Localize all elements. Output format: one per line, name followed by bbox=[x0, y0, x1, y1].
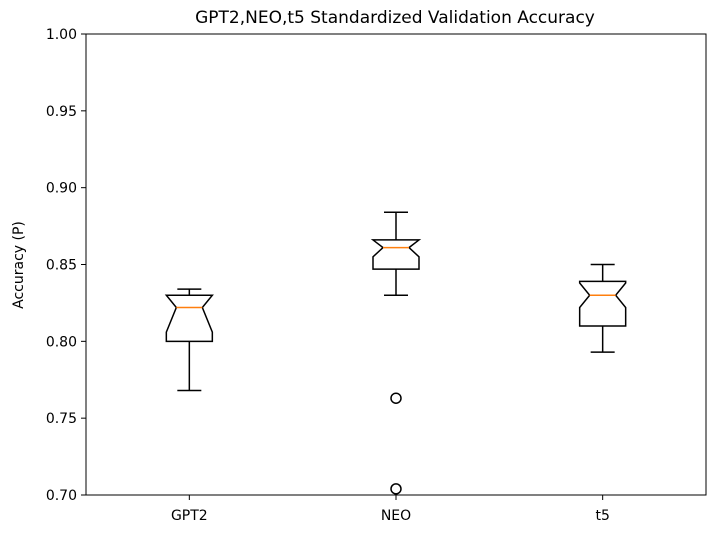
y-tick-label: 1.00 bbox=[46, 27, 77, 43]
y-tick-label: 0.85 bbox=[46, 258, 77, 274]
y-tick-label: 0.90 bbox=[46, 181, 77, 197]
box-body bbox=[370, 239, 422, 270]
y-tick-label: 0.75 bbox=[46, 411, 77, 427]
box-body bbox=[164, 294, 214, 343]
y-tick-label: 0.80 bbox=[46, 334, 77, 350]
outlier-point bbox=[390, 483, 402, 495]
x-tick-label: t5 bbox=[595, 508, 609, 524]
x-tick-label: GPT2 bbox=[171, 508, 208, 524]
y-tick-label: 0.70 bbox=[46, 488, 77, 504]
x-tick-label: NEO bbox=[381, 508, 411, 524]
outlier-point bbox=[390, 392, 402, 404]
plot-area: 0.70 0.75 0.80 0.85 0.90 0.95 1.00 GPT2 NEO t5 bbox=[46, 27, 707, 524]
y-tick-label: 0.95 bbox=[46, 104, 77, 120]
y-axis-label: Accuracy (P) bbox=[11, 221, 27, 309]
box-body bbox=[578, 280, 627, 327]
chart-title: GPT2,NEO,t5 Standardized Validation Accu… bbox=[195, 8, 595, 28]
